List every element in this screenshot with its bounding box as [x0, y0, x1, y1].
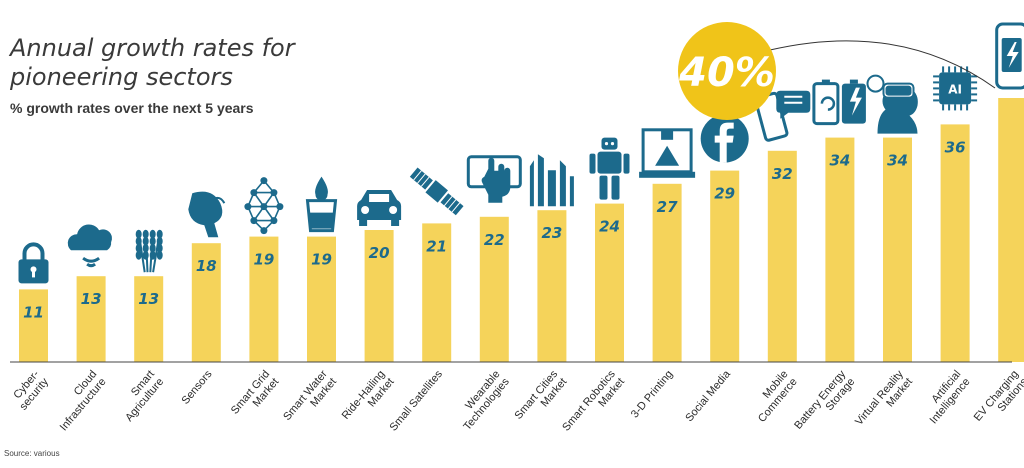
bar-value-label: 18	[196, 257, 217, 275]
3d-printer-icon	[639, 128, 696, 178]
category-label: Small Satellites	[387, 368, 445, 434]
category-label: 3-D Printing	[629, 368, 676, 420]
bar-small-satellites	[422, 223, 452, 362]
bar-value-label: 32	[772, 165, 793, 183]
bar-value-label: 24	[599, 218, 620, 236]
chart-subtitle: % growth rates over the next 5 years	[10, 100, 254, 116]
icons-layer: AI	[18, 22, 1024, 284]
grid-network-icon	[244, 177, 284, 235]
bar-value-label: 19	[311, 251, 332, 269]
bar-value-label: 21	[426, 237, 447, 255]
bar-sensors	[191, 243, 221, 362]
bar-ride-hailing-market	[364, 230, 394, 362]
tablet-hand-icon	[466, 155, 522, 203]
bar-smart-cities-market	[537, 210, 567, 362]
bar-smart-water-market	[307, 236, 336, 362]
bar-value-label: 29	[714, 185, 735, 203]
highlight-badge	[678, 22, 776, 120]
bar-value-label: 34	[887, 152, 908, 170]
bar-battery-energy-storage	[825, 137, 855, 362]
robot-icon	[589, 137, 630, 200]
battery-icon	[812, 79, 866, 126]
city-icon	[529, 154, 574, 207]
bar-cloud-infrastructure	[76, 276, 106, 362]
category-label: Sensors	[179, 368, 214, 407]
category-label: Social Media	[683, 368, 733, 425]
category-label: CloudInfrastructure	[49, 368, 109, 433]
water-drop-icon	[305, 176, 338, 233]
source-note: Source: various	[4, 449, 60, 458]
highlight-value: 40%	[678, 50, 775, 96]
bar-value-label: 20	[369, 244, 390, 262]
svg-text:AI: AI	[948, 82, 962, 96]
bars-layer	[19, 98, 1024, 363]
bar-cyber-security	[19, 289, 48, 362]
category-label: Smart RoboticsMarket	[560, 368, 627, 441]
bar-smart-agriculture	[134, 276, 164, 362]
bar-value-label: 27	[657, 198, 678, 216]
category-label: Virtual RealityMarket	[853, 368, 915, 436]
satellite-icon	[409, 167, 464, 216]
phone-chat-icon	[754, 90, 811, 142]
bar-artificial-intelligence	[940, 124, 970, 363]
bar-value-label: 11	[23, 303, 44, 321]
category-label: Smart WaterMarket	[281, 368, 339, 431]
bar-3-d-printing	[652, 183, 682, 362]
bar-virtual-reality-market	[883, 137, 912, 362]
category-label: WearableTechnologies	[452, 368, 512, 433]
padlock-icon	[18, 242, 49, 284]
chart-title: Annual growth rates for pioneering secto…	[10, 34, 295, 91]
facebook-icon	[700, 114, 749, 163]
bar-smart-robotics-market	[595, 203, 624, 362]
vr-headset-icon	[866, 74, 918, 134]
bar-value-label: 23	[541, 224, 562, 242]
sensor-hand-icon	[188, 191, 226, 238]
bar-value-label: 36	[945, 138, 966, 156]
callout-connector	[769, 40, 996, 89]
bar-value-label: 34	[829, 152, 850, 170]
bar-mobile-commerce	[767, 150, 797, 362]
ev-charger-icon	[995, 22, 1024, 90]
bar-social-media	[710, 170, 740, 362]
category-label: Smart GridMarket	[229, 368, 282, 424]
category-label: SmartAgriculture	[114, 368, 166, 424]
category-label: Ride-HailingMarket	[340, 368, 397, 429]
bar-wearable-technologies	[479, 216, 509, 362]
bar-smart-grid-market	[249, 236, 279, 362]
category-label: EV ChargingStations	[972, 368, 1024, 432]
bar-value-label: 13	[81, 290, 102, 308]
category-label: ArtificialIntelligence	[918, 368, 972, 426]
category-label: Cyber-security	[8, 368, 51, 413]
car-icon	[357, 190, 402, 226]
cloud-icon	[67, 224, 112, 268]
category-label: Battery EnergyStorage	[792, 368, 857, 440]
bar-ev-charging-stations	[998, 98, 1024, 362]
category-label: Smart CitiesMarket	[512, 368, 569, 430]
bar-value-label: 22	[484, 231, 505, 249]
bar-value-label: 19	[253, 251, 274, 269]
bar-value-label: 13	[138, 290, 159, 308]
category-label: MobileCommerce	[747, 368, 800, 425]
wheat-icon	[135, 229, 163, 273]
ai-chip-icon: AI	[933, 66, 978, 111]
